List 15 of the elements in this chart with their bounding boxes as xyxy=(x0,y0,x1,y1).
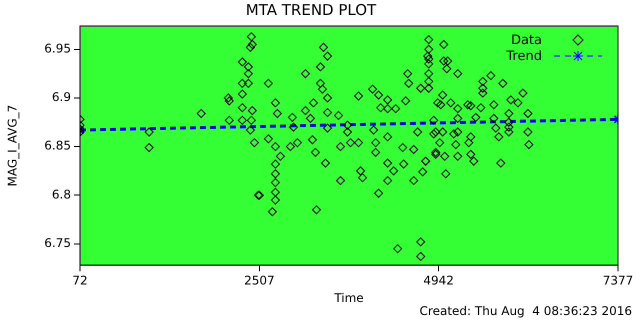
legend-label: Data xyxy=(510,32,542,48)
legend-label: Trend xyxy=(506,48,542,64)
x-tick-label: 4942 xyxy=(423,274,454,288)
y-axis-title: MAG_I_AVG_7 xyxy=(5,104,20,186)
x-tick-label: 72 xyxy=(72,274,88,288)
chart-title: MTA TREND PLOT xyxy=(246,0,378,19)
y-tick-label: 6.9 xyxy=(52,90,71,104)
y-tick-label: 6.95 xyxy=(44,41,71,56)
x-tick-label: 2507 xyxy=(244,274,275,288)
y-tick-label: 6.8 xyxy=(52,187,71,202)
y-tick-label: 6.85 xyxy=(44,138,71,153)
x-tick-label: 7377 xyxy=(602,274,634,288)
x-axis-title: Time xyxy=(333,290,364,305)
text: Created: Thu Aug 4 08:36:23 2016 xyxy=(420,304,632,318)
y-tick-label: 6.75 xyxy=(44,236,71,250)
